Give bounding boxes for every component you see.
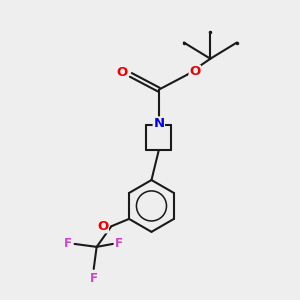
Text: O: O	[97, 220, 108, 233]
Text: F: F	[115, 237, 123, 250]
Text: F: F	[90, 272, 98, 285]
Text: O: O	[189, 65, 200, 79]
Text: N: N	[153, 117, 164, 130]
Text: O: O	[116, 66, 127, 79]
Text: F: F	[64, 237, 72, 250]
